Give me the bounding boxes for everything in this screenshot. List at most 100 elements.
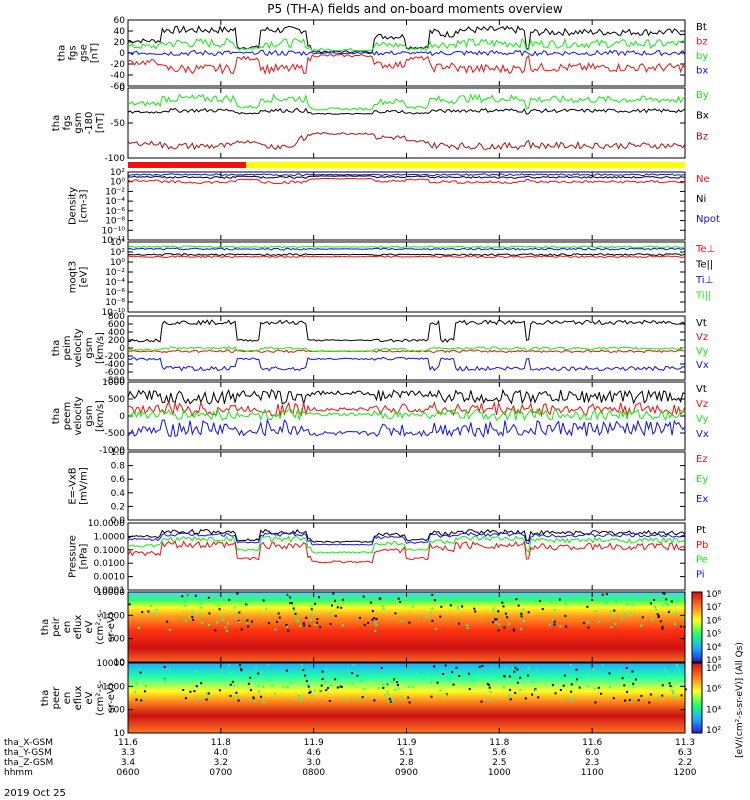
y-tick-label: 800 <box>108 312 125 322</box>
y-tick-label: 10⁰ <box>110 178 125 188</box>
y-axis-label-line: velocity <box>73 396 84 435</box>
y-axis-label-line: [nT] <box>90 43 101 63</box>
legend-Pb: Pb <box>696 540 708 551</box>
spectrogram-pixel <box>339 685 342 688</box>
spectrogram-pixel <box>334 615 337 617</box>
spectrogram-pixel <box>674 623 676 626</box>
trace-red <box>127 177 686 185</box>
y-tick-label: 0 <box>119 49 125 59</box>
y-axis-label-line: [nPa] <box>79 543 90 569</box>
spectrogram-pixel <box>385 683 388 686</box>
spectrogram-pixel <box>570 690 573 693</box>
spectrogram-pixel <box>502 686 505 689</box>
spectrogram-pixel <box>572 699 574 702</box>
colorbar-tick-label: 10⁴ <box>706 705 721 715</box>
spectrogram-pixel <box>505 614 508 617</box>
spectrogram-pixel <box>321 670 324 673</box>
spectrogram-pixel <box>340 685 343 688</box>
spectrogram-pixel <box>191 616 194 618</box>
spectrogram-pixel <box>297 600 300 603</box>
spectrogram-pixel <box>609 686 612 689</box>
y-axis-label: moqt3 [eV] <box>68 261 90 294</box>
y-axis-label-line: Pressure <box>68 535 79 578</box>
time-row-label: tha_Y-GSM <box>4 748 52 758</box>
spectrogram-pixel <box>135 682 138 685</box>
y-axis-label-line: gse <box>79 44 90 62</box>
spectrogram-pixel <box>289 681 292 684</box>
spectrogram-pixel <box>341 598 344 601</box>
spectrogram-pixel <box>508 694 511 697</box>
spectrogram-pixel <box>308 689 311 692</box>
spectrogram-pixel <box>184 697 187 700</box>
spectrogram-pixel <box>147 610 150 613</box>
spectrogram-pixel <box>183 600 186 603</box>
spectrogram-pixel <box>607 600 610 603</box>
spectrogram-pixel <box>514 666 517 669</box>
panel-peem_velocity: 1000 500 0 -500 -1000 tha peem velocity gsm [km/s… <box>51 378 709 456</box>
spectrogram-pixel <box>513 629 516 632</box>
spectrogram-pixel <box>340 606 343 609</box>
spectrogram-pixel <box>195 685 198 688</box>
spectrogram-pixel <box>444 664 447 667</box>
legend-Bz: Bz <box>696 131 708 142</box>
spectrogram-pixel <box>575 668 578 671</box>
spectrogram-pixel <box>576 678 578 681</box>
spectrogram-pixel <box>631 670 634 673</box>
spectrogram-pixel <box>298 694 301 697</box>
legend-Bx: Bx <box>696 111 709 122</box>
trace-blue <box>127 531 686 546</box>
time-row-value: 3.2 <box>214 758 228 768</box>
y-tick-label: 0 <box>119 412 125 422</box>
panel-frame <box>127 241 686 313</box>
spectrogram-pixel <box>498 594 501 597</box>
y-tick-label: 10000 <box>96 659 125 669</box>
spectrogram-pixel <box>433 599 436 602</box>
spectrogram-pixel <box>336 606 339 609</box>
spectrogram-pixel <box>649 693 652 696</box>
y-tick-label: 10⁻¹⁰ <box>102 226 126 236</box>
spectrogram-pixel <box>356 674 359 677</box>
spectrogram-pixel <box>158 675 161 678</box>
spectrogram-pixel <box>192 618 195 621</box>
spectrogram-pixel <box>375 624 378 627</box>
y-tick-label: 20 <box>114 38 126 48</box>
spectrogram-pixel <box>314 602 317 605</box>
spectrogram-pixel <box>503 601 506 604</box>
legend-Vy: Vy <box>696 414 709 425</box>
spectrogram-pixel <box>363 688 366 691</box>
spectrogram-pixel <box>303 624 306 627</box>
date-label: 2019 Oct 25 <box>4 788 66 799</box>
spectrogram-pixel <box>318 596 320 599</box>
spectrogram-pixel <box>388 697 391 700</box>
spectrogram-pixel <box>334 599 336 602</box>
spectrogram-pixel <box>325 689 328 692</box>
y-tick-label: 200 <box>108 336 125 346</box>
spectrogram-pixel <box>626 690 629 693</box>
spectrogram-pixel <box>310 605 313 608</box>
legend-Pt: Pt <box>696 525 706 536</box>
time-row-label: tha_X-GSM <box>4 738 53 748</box>
spectrogram-pixel <box>169 670 171 673</box>
spectrogram-pixel <box>152 613 155 616</box>
colorbar-tick-label: 10³ <box>706 656 721 666</box>
spectrogram-pixel <box>256 598 259 601</box>
spectrogram-pixel <box>301 667 304 670</box>
spectrogram-pixel <box>575 680 578 683</box>
spectrogram-pixel <box>382 684 385 687</box>
spectrogram-pixel <box>640 694 643 697</box>
spectrogram-pixel <box>430 695 433 698</box>
spectrogram-pixel <box>320 684 323 687</box>
spectrogram-pixel <box>626 603 629 606</box>
y-axis-label-line: [eV] <box>79 267 90 288</box>
y-axis-label-line: gsm <box>73 112 84 133</box>
y-axis-label-line: peem <box>62 402 73 430</box>
spectrogram-pixel <box>233 606 236 609</box>
y-tick-label: 10² <box>110 168 125 178</box>
spectrogram-pixel <box>143 690 146 693</box>
spectrogram-pixel <box>371 610 374 613</box>
spectrogram-pixel <box>427 673 430 676</box>
spectrogram-pixel <box>363 623 366 626</box>
y-tick-label: -40 <box>110 71 125 81</box>
